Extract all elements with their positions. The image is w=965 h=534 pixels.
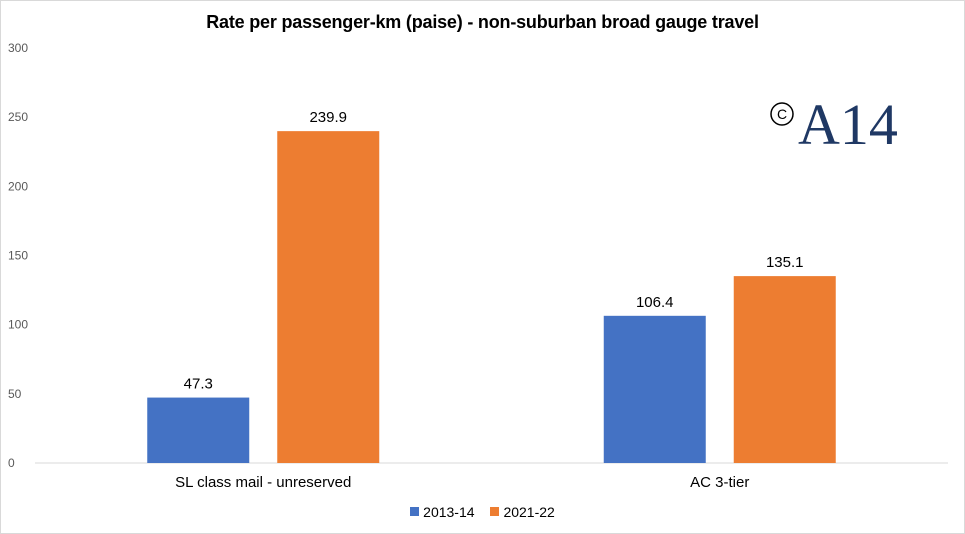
- copyright-watermark: C A14: [770, 92, 898, 148]
- y-tick-label: 200: [8, 179, 28, 193]
- data-label: 135.1: [766, 254, 804, 271]
- copyright-letter: C: [777, 106, 787, 122]
- legend-item-series-2: 2021-22: [490, 503, 555, 520]
- legend-swatch-series-1: [410, 507, 420, 516]
- y-tick-label: 100: [8, 318, 28, 332]
- y-tick-label: 300: [8, 41, 28, 55]
- chart-legend: 2013-14 2021-22: [0, 503, 965, 520]
- bar-2-2: [733, 276, 836, 463]
- bar-2-1: [277, 131, 380, 463]
- a14-logo-text: A14: [798, 92, 898, 148]
- legend-item-series-1: 2013-14: [410, 503, 475, 520]
- y-tick-label: 50: [8, 387, 22, 401]
- x-category-label: SL class mail - unreserved: [175, 474, 351, 491]
- legend-label-series-1: 2013-14: [423, 503, 475, 520]
- legend-swatch-series-2: [490, 507, 500, 516]
- data-label: 239.9: [309, 109, 347, 126]
- x-category-label: AC 3-tier: [690, 474, 749, 491]
- bar-1-2: [603, 315, 706, 463]
- legend-label-series-2: 2021-22: [503, 503, 555, 520]
- y-tick-label: 0: [8, 456, 15, 470]
- data-label: 106.4: [636, 294, 674, 311]
- bar-1-1: [147, 397, 250, 463]
- y-tick-label: 250: [8, 110, 28, 124]
- copyright-circle-icon: [770, 102, 794, 126]
- data-label: 47.3: [184, 376, 213, 393]
- chart-title: Rate per passenger-km (paise) - non-subu…: [206, 12, 759, 32]
- y-tick-label: 150: [8, 249, 28, 263]
